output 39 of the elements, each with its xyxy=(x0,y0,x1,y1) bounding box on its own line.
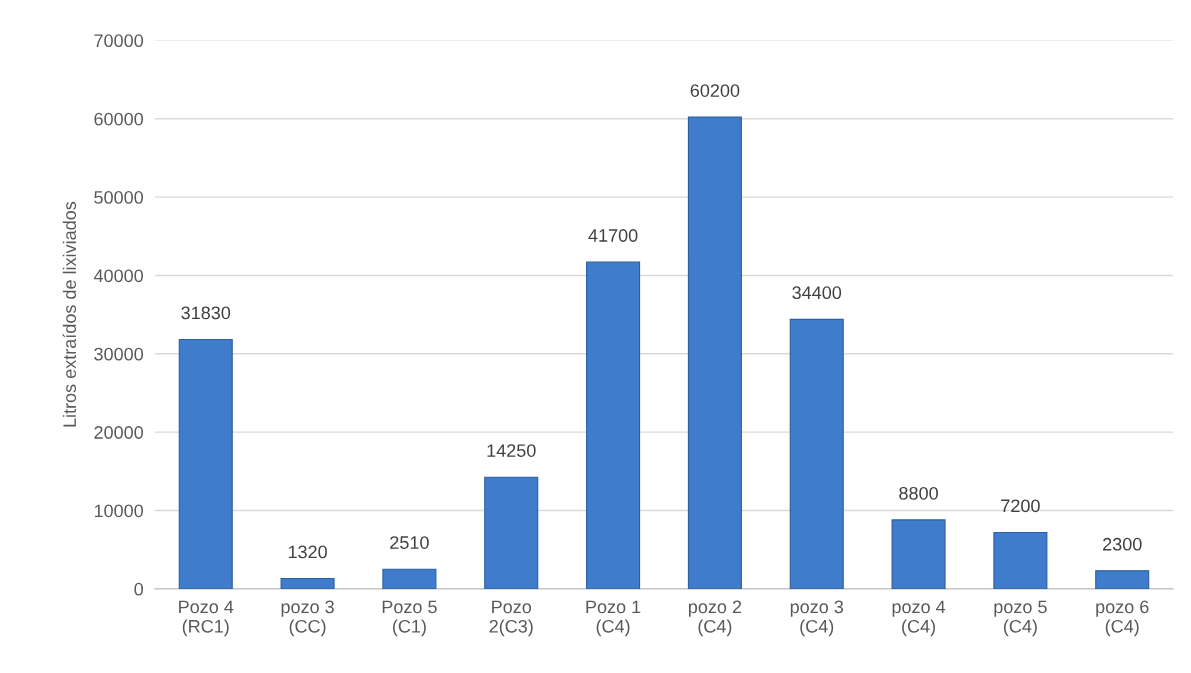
data-label: 1320 xyxy=(288,545,327,559)
data-label: 60200 xyxy=(690,84,740,97)
x-tick-label: pozo 4 (C4) xyxy=(892,600,946,637)
bar xyxy=(382,568,437,589)
x-tick-label: pozo 6 (C4) xyxy=(1096,600,1149,637)
y-tick-label: 10000 xyxy=(94,504,144,518)
y-tick-label: 30000 xyxy=(94,347,144,361)
y-tick-label: 60000 xyxy=(94,112,144,126)
bar xyxy=(1095,570,1150,589)
x-tick-label: Pozo 2(C3) xyxy=(489,600,533,637)
data-label: 41700 xyxy=(588,229,638,242)
x-tick-label: pozo 3 (C4) xyxy=(790,600,844,637)
x-tick-label: pozo 3 (CC) xyxy=(281,600,334,637)
bar xyxy=(891,519,946,589)
x-tick-label: pozo 2 (C4) xyxy=(688,600,742,637)
data-label: 14250 xyxy=(487,444,536,457)
bar xyxy=(993,531,1048,589)
y-tick-label: 0 xyxy=(134,582,144,596)
bar xyxy=(687,116,742,589)
y-tick-label: 20000 xyxy=(94,426,144,439)
bar xyxy=(586,261,641,589)
data-label: 8800 xyxy=(899,486,938,500)
y-tick-label: 50000 xyxy=(94,191,144,204)
y-tick-label: 70000 xyxy=(94,34,144,48)
data-label: 2300 xyxy=(1103,537,1142,551)
x-tick-label: Pozo 1 (C4) xyxy=(586,600,641,637)
bar xyxy=(280,577,335,589)
data-label: 34400 xyxy=(792,286,842,300)
bar xyxy=(789,318,844,589)
data-label: 7200 xyxy=(1001,499,1040,513)
bar xyxy=(484,476,539,589)
data-label: 31830 xyxy=(181,306,231,320)
x-tick-label: Pozo 4 (RC1) xyxy=(179,600,234,637)
y-tick-label: 40000 xyxy=(93,269,144,283)
x-tick-label: Pozo 5 (C1) xyxy=(382,600,437,637)
x-tick-label: pozo 5 (C4) xyxy=(994,600,1047,637)
y-axis-title: Litros extraídos de lixiviados xyxy=(62,201,77,427)
bar xyxy=(178,338,233,589)
data-label: 2510 xyxy=(390,536,429,549)
